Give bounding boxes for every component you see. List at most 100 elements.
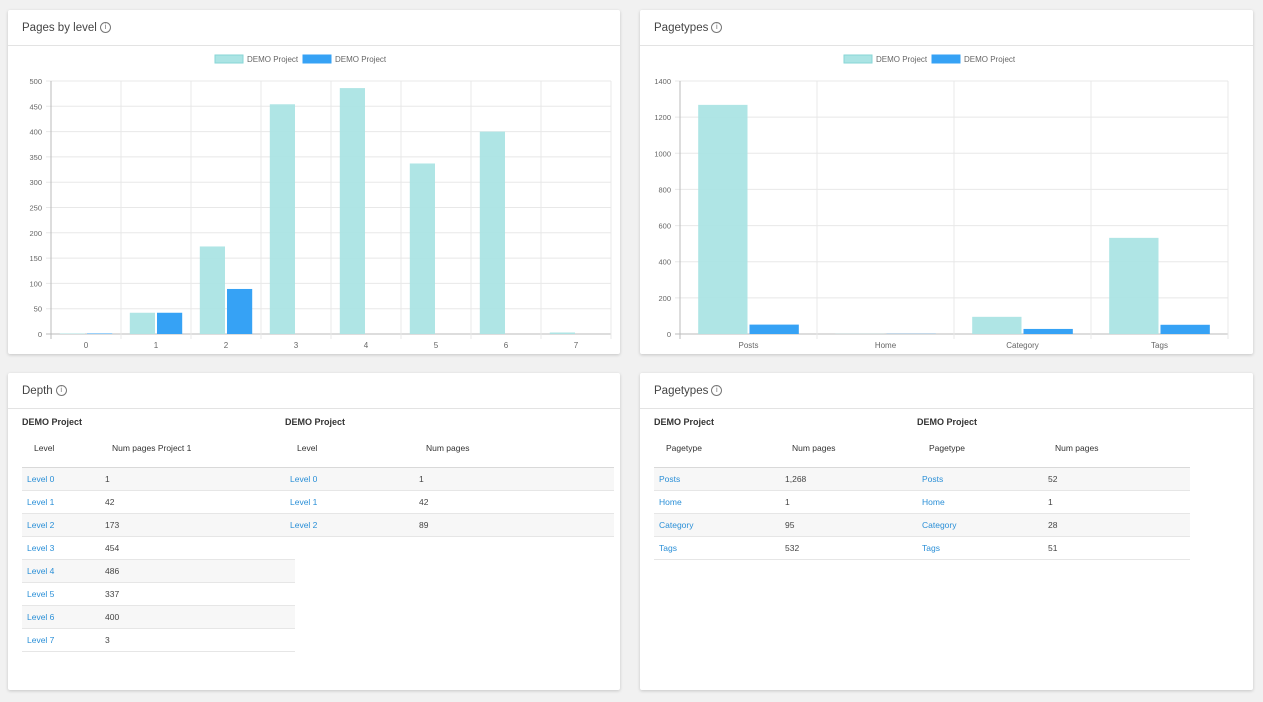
row-link[interactable]: Level 3 [22,536,100,560]
y-tick-label: 100 [29,279,42,288]
row-link[interactable]: Level 6 [22,605,100,629]
cell-value: 1 [1043,490,1190,514]
bar [972,316,1022,334]
cell-value: 486 [100,559,295,583]
column-header[interactable]: Level [285,429,414,468]
row-link[interactable]: Level 0 [285,467,414,491]
data-table: Pagetype Num pages Posts 52 Home 1 Category 28 T… [917,429,1190,560]
column-header[interactable]: Num pages [780,429,927,468]
y-tick-label: 200 [29,229,42,238]
legend-label: DEMO Project [247,55,299,64]
panel-header: Pagetypes i [640,10,1253,46]
pagetypes-table-panel: Pagetypes i DEMO Project Pagetype Num page… [640,373,1253,690]
table-header-row: Pagetype Num pages [917,429,1190,468]
y-tick-label: 450 [29,102,42,111]
row-link[interactable]: Level 1 [22,490,100,514]
x-tick-label: 7 [574,341,579,350]
row-link[interactable]: Home [654,490,780,514]
row-link[interactable]: Level 4 [22,559,100,583]
row-link[interactable]: Category [917,513,1043,537]
info-icon[interactable]: i [99,22,111,33]
row-link[interactable]: Posts [917,467,1043,491]
pages-by-level-chart: DEMO Project DEMO Project0501001502002503… [29,54,612,350]
x-tick-label: Category [1006,341,1038,350]
row-link[interactable]: Home [917,490,1043,514]
cell-value: 1 [414,467,614,491]
bar [479,131,505,334]
table-row: Category 28 [917,513,1190,537]
table-header-row: Level Num pages Project 1 [22,429,295,468]
table-row: Level 1 42 [22,490,295,514]
table-row: Level 2 173 [22,513,295,537]
cell-value: 89 [414,513,614,537]
bar [339,88,365,334]
row-link[interactable]: Posts [654,467,780,491]
cell-value: 1 [100,467,295,491]
column-header[interactable]: Level [22,429,100,468]
bar [549,332,575,334]
cell-value: 42 [100,490,295,514]
cell-value: 95 [780,513,927,537]
bar [227,288,253,334]
bar [1109,237,1159,334]
data-table: Level Num pages Level 0 1 Level 1 42 Level 2 89 [285,429,614,537]
info-icon[interactable]: i [55,385,67,396]
panel-title: Pages by level [22,21,97,34]
bar [749,324,799,334]
table-row: Level 4 486 [22,559,295,583]
row-link[interactable]: Tags [917,536,1043,560]
row-link[interactable]: Tags [654,536,780,560]
depth-table-project-2: DEMO Project Level Num pages Level 0 1 Level … [285,415,614,537]
cell-value: 42 [414,490,614,514]
y-tick-label: 1000 [654,149,671,158]
bar [1023,328,1073,334]
y-tick-label: 1200 [654,113,671,122]
row-link[interactable]: Level 1 [285,490,414,514]
pagetypes-table-project-1: DEMO Project Pagetype Num pages Posts 1,268 H… [654,415,927,560]
legend-swatch [931,54,961,64]
row-link[interactable]: Level 0 [22,467,100,491]
y-tick-label: 0 [667,330,671,339]
row-link[interactable]: Level 5 [22,582,100,606]
x-tick-label: Home [875,341,897,350]
x-tick-label: Posts [738,341,758,350]
table-row: Posts 1,268 [654,467,927,491]
x-tick-label: 3 [294,341,299,350]
bar [199,246,225,334]
info-icon[interactable]: i [711,22,723,33]
column-header[interactable]: Num pages [1043,429,1190,468]
column-header[interactable]: Pagetype [654,429,780,468]
table-row: Level 3 454 [22,536,295,560]
row-link[interactable]: Level 2 [22,513,100,537]
table-row: Category 95 [654,513,927,537]
y-tick-label: 250 [29,204,42,213]
column-header[interactable]: Num pages [414,429,614,468]
cell-value: 1 [780,490,927,514]
column-header[interactable]: Pagetype [917,429,1043,468]
cell-value: 400 [100,605,295,629]
table-header-row: Level Num pages [285,429,614,468]
x-tick-label: 4 [364,341,369,350]
y-tick-label: 350 [29,153,42,162]
y-tick-label: 400 [29,128,42,137]
y-tick-label: 1400 [654,77,671,86]
legend-swatch [843,54,873,64]
table-row: Level 2 89 [285,513,614,537]
legend-swatch [214,54,244,64]
depth-table-project-1: DEMO Project Level Num pages Project 1 Leve… [22,415,295,652]
row-link[interactable]: Category [654,513,780,537]
panel-header: Pagetypes i [640,373,1253,409]
column-header[interactable]: Num pages Project 1 [100,429,295,468]
info-icon[interactable]: i [711,385,723,396]
bar [409,163,435,334]
table-row: Tags 532 [654,536,927,560]
row-link[interactable]: Level 2 [285,513,414,537]
row-link[interactable]: Level 7 [22,628,100,652]
cell-value: 51 [1043,536,1190,560]
pages-by-level-panel: Pages by level i DEMO Project DEMO Projec… [8,10,620,354]
table-row: Home 1 [654,490,927,514]
bar [129,312,155,334]
y-tick-label: 800 [658,185,671,194]
